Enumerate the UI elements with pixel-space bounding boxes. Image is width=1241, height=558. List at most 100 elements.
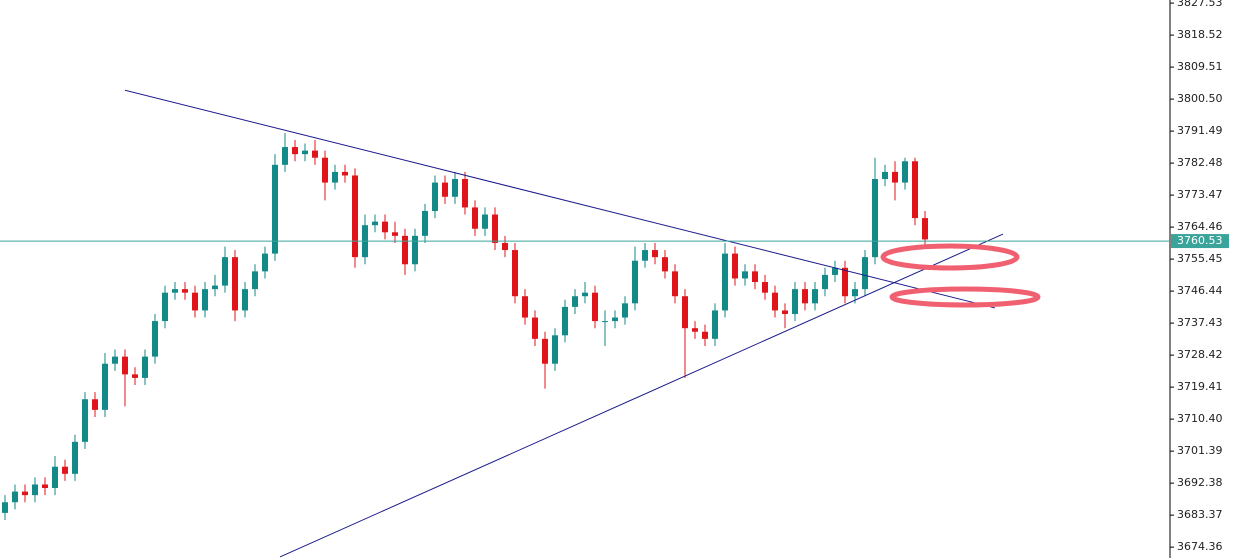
candle-body — [752, 271, 758, 283]
y-tick-label: 3710.40 — [1177, 412, 1223, 425]
candle-body — [702, 331, 708, 339]
highlight-ellipse — [880, 243, 1020, 271]
candle-body — [462, 179, 468, 208]
candle-body — [12, 491, 18, 503]
candle-body — [822, 274, 828, 290]
candle-body — [582, 292, 588, 297]
candle-body — [592, 292, 598, 322]
candle-body — [102, 363, 108, 410]
candle-body — [332, 171, 338, 183]
candle-body — [902, 161, 908, 183]
y-tick-label: 3728.42 — [1177, 348, 1223, 361]
last-price-box — [1171, 234, 1229, 249]
candle-body — [532, 317, 538, 339]
candle-body — [72, 441, 78, 474]
candle-body — [302, 150, 308, 155]
y-tick-label: 3746.44 — [1177, 284, 1223, 297]
candle-body — [892, 171, 898, 183]
candle-body — [832, 267, 838, 275]
trendline — [279, 233, 1004, 558]
candle-body — [842, 267, 848, 297]
candle-body — [352, 175, 358, 258]
trendline — [124, 89, 996, 309]
candle-body — [572, 296, 578, 307]
candle-body — [62, 466, 68, 474]
candle-body — [922, 218, 928, 240]
candle-body — [862, 257, 868, 290]
candle-body — [382, 221, 388, 233]
candle-body — [242, 289, 248, 311]
candle-body — [52, 466, 58, 489]
candle-body — [442, 182, 448, 197]
candle-body — [282, 147, 288, 165]
y-tick-label: 3683.37 — [1177, 508, 1223, 521]
candle-body — [202, 289, 208, 311]
candle-body — [82, 399, 88, 442]
candle-body — [552, 335, 558, 364]
candle-body — [22, 491, 28, 496]
candle-body — [32, 484, 38, 496]
candle-body — [42, 484, 48, 489]
candle-body — [502, 242, 508, 251]
candle-body — [562, 306, 568, 336]
candle-body — [162, 292, 168, 322]
candle-body — [412, 235, 418, 265]
candle-body — [882, 171, 888, 180]
candle-body — [632, 260, 638, 304]
candle-body — [472, 207, 478, 229]
candle-body — [92, 399, 98, 410]
y-tick-label: 3782.48 — [1177, 156, 1223, 169]
candle-body — [542, 338, 548, 364]
candle-body — [422, 210, 428, 236]
plot — [2, 89, 1004, 558]
y-tick-label: 3737.43 — [1177, 316, 1223, 329]
candle-body — [792, 289, 798, 314]
candle-body — [392, 232, 398, 236]
candle-body — [402, 235, 408, 265]
candle-body — [522, 296, 528, 318]
candle-body — [142, 356, 148, 378]
y-tick-label: 3755.45 — [1177, 252, 1223, 265]
candle-body — [812, 289, 818, 304]
candle-body — [372, 221, 378, 226]
candle-body — [802, 289, 808, 304]
candle-body — [772, 292, 778, 311]
candle-body — [782, 310, 788, 314]
candle-body — [262, 253, 268, 272]
candle-body — [672, 271, 678, 297]
candle-body — [222, 257, 228, 286]
candle-body — [662, 257, 668, 272]
y-tick-label: 3791.49 — [1177, 124, 1223, 137]
y-tick-label: 3674.36 — [1177, 540, 1223, 553]
y-tick-label: 3719.41 — [1177, 380, 1223, 393]
candle-body — [172, 289, 178, 293]
candle-body — [342, 171, 348, 176]
candle-body — [132, 374, 138, 378]
candle-body — [432, 182, 438, 211]
candle-body — [122, 356, 128, 375]
candle-body — [212, 285, 218, 290]
candle-body — [712, 310, 718, 339]
candle-body — [742, 271, 748, 279]
candle-body — [492, 214, 498, 243]
candle-body — [292, 147, 298, 155]
y-tick-label: 3800.50 — [1177, 92, 1223, 105]
candle-body — [512, 250, 518, 297]
candle-body — [722, 253, 728, 311]
candle-body — [642, 250, 648, 261]
candle-body — [2, 502, 8, 513]
candle-body — [602, 321, 608, 323]
candle-body — [852, 289, 858, 297]
candle-body — [912, 161, 918, 219]
candle-body — [622, 303, 628, 318]
y-tick-label: 3818.52 — [1177, 28, 1223, 41]
candle-body — [322, 157, 328, 183]
y-tick-label: 3809.51 — [1177, 60, 1223, 73]
y-tick-label: 3701.39 — [1177, 444, 1223, 457]
candle-body — [612, 317, 618, 322]
highlight-ellipse — [889, 286, 1041, 308]
candle-body — [182, 289, 188, 293]
candle-body — [732, 253, 738, 279]
candle-body — [682, 296, 688, 329]
